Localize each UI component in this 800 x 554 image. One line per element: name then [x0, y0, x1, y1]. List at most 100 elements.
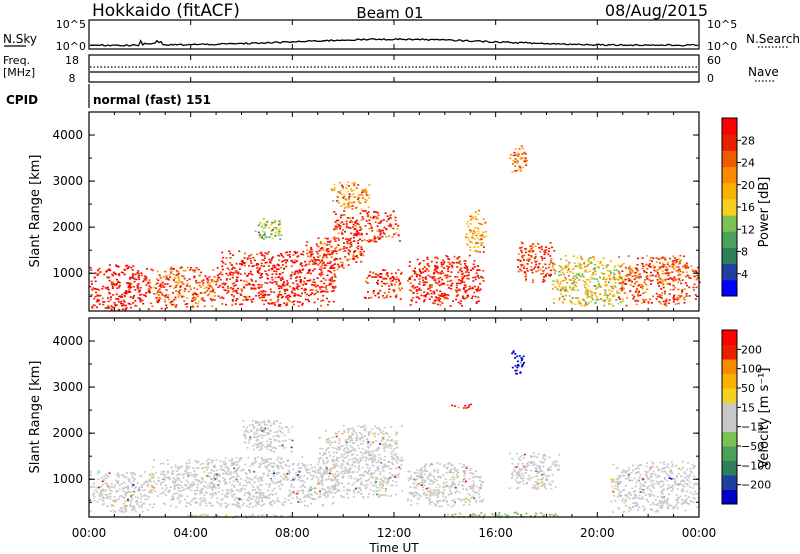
- velocity-data: [89, 350, 701, 519]
- time-tick-label: 16:00: [478, 526, 513, 540]
- velocity-colorbar-swatch: [722, 330, 737, 345]
- velocity-y-tick-label: 4000: [52, 334, 83, 348]
- power-y-tick-label: 1000: [52, 266, 83, 280]
- noise-sky-label: N.Sky: [3, 32, 37, 46]
- velocity-colorbar-swatch: [722, 475, 737, 490]
- velocity-colorbar-tick-label: 15: [741, 401, 755, 414]
- date-title: 08/Aug/2015: [605, 1, 708, 20]
- power-colorbar-swatch: [722, 263, 737, 281]
- velocity-y-tick-label: 1000: [52, 472, 83, 486]
- power-colorbar: 28 24 20 16 12 8 4: [721, 117, 755, 297]
- velocity-colorbar-tick-label: 200: [741, 343, 762, 356]
- beam-title: Beam 01: [356, 4, 423, 22]
- velocity-colorbar: 200 100 50 15 −15 −50 −100 −200: [721, 329, 771, 505]
- freq-tick-bottom: 8: [69, 72, 76, 85]
- velocity-y-axis: 1000 2000 3000 4000: [52, 334, 699, 503]
- velocity-region-7: [451, 403, 473, 409]
- freq-tick-top: 18: [65, 54, 79, 67]
- power-y-tick-label: 3000: [52, 174, 83, 188]
- velocity-colorbar-tick-label: 100: [741, 363, 762, 376]
- velocity-y-tick-label: 3000: [52, 380, 83, 394]
- power-colorbar-label: Power [dB]: [757, 177, 772, 248]
- noise-right-tick-top: 10^5: [707, 18, 737, 31]
- power-colorbar-tick-label: 8: [741, 246, 748, 259]
- cpid-value: normal (fast) 151: [93, 93, 211, 107]
- power-panel: 1000 2000 3000 4000 Slant Range [km]: [28, 111, 701, 312]
- power-y-tick-label: 2000: [52, 220, 83, 234]
- power-colorbar-swatch: [722, 182, 737, 200]
- noise-panel: N.Sky 10^5 10^0 10^5 10^0 N.Search: [3, 18, 800, 53]
- velocity-colorbar-swatch: [722, 344, 737, 360]
- time-axis-label: Time UT: [368, 541, 419, 554]
- velocity-colorbar-swatch: [722, 417, 737, 432]
- power-region-6: [363, 269, 403, 300]
- velocity-colorbar-swatch: [722, 359, 737, 374]
- velocity-region-0: [89, 470, 154, 513]
- power-colorbar-tick-label: 28: [741, 134, 755, 147]
- power-region-4: [333, 210, 401, 243]
- velocity-region-5: [508, 452, 561, 490]
- power-colorbar-swatch: [722, 215, 737, 232]
- power-colorbar-tick-label: 16: [741, 201, 755, 214]
- velocity-colorbar-swatch: [722, 388, 737, 403]
- nave-label: Nave: [748, 65, 779, 79]
- power-region-13: [254, 218, 283, 240]
- cpid-label: CPID: [6, 93, 38, 107]
- velocity-region-1: [148, 456, 340, 509]
- velocity-panel: 1000 2000 3000 4000 Slant Range [km]: [28, 317, 701, 519]
- velocity-ylabel: Slant Range [km]: [28, 361, 43, 474]
- time-tick-label: 00:00: [682, 526, 717, 540]
- noise-right-tick-bottom: 10^0: [707, 40, 737, 53]
- freq-panel: Freq. [MHz] 18 8 60 0 Nave: [3, 54, 779, 85]
- power-region-1: [147, 266, 218, 310]
- velocity-colorbar-swatch: [722, 446, 737, 461]
- power-colorbar-swatch: [722, 231, 737, 248]
- velocity-colorbar-swatch: [722, 373, 737, 389]
- power-y-axis: 1000 2000 3000 4000: [52, 128, 699, 297]
- velocity-region-10: [187, 513, 291, 519]
- station-title: Hokkaido (fitACF): [92, 1, 240, 21]
- time-tick-label: 12:00: [377, 526, 412, 540]
- power-region-2: [216, 250, 337, 307]
- freq-unit-label: [MHz]: [3, 66, 35, 79]
- power-colorbar-swatch: [722, 279, 737, 297]
- velocity-region-8: [610, 461, 701, 513]
- power-colorbar-tick-label: 20: [741, 179, 755, 192]
- power-colorbar-tick-label: 12: [741, 223, 755, 236]
- time-tick-label: 04:00: [173, 526, 208, 540]
- power-region-7: [407, 255, 485, 307]
- power-colorbar-swatch: [722, 118, 737, 135]
- velocity-region-4: [406, 462, 485, 508]
- power-ylabel: Slant Range [km]: [28, 155, 43, 268]
- time-tick-label: 08:00: [275, 526, 310, 540]
- time-axis: 00:00 04:00 08:00 12:00 16:00 20:00 00:00: [72, 20, 717, 540]
- power-region-12: [617, 254, 701, 307]
- velocity-region-6: [511, 350, 525, 375]
- power-colorbar-swatch: [722, 134, 737, 151]
- velocity-colorbar-label: Velocity [m s⁻¹]: [757, 368, 772, 469]
- time-tick-label: 20:00: [580, 526, 615, 540]
- velocity-region-3: [318, 424, 404, 499]
- velocity-colorbar-tick-label: −50: [741, 440, 764, 453]
- velocity-colorbar-swatch: [722, 460, 737, 476]
- power-region-10: [516, 241, 556, 284]
- velocity-colorbar-tick-label: 50: [741, 382, 755, 395]
- power-colorbar-tick-label: 4: [741, 268, 748, 281]
- power-region-11: [551, 254, 625, 307]
- noise-left-tick-top: 10^5: [56, 18, 86, 31]
- velocity-colorbar-swatch: [722, 489, 737, 505]
- velocity-colorbar-swatch: [722, 402, 737, 418]
- power-colorbar-swatch: [722, 247, 737, 265]
- freq-label: Freq.: [3, 54, 30, 67]
- power-colorbar-swatch: [722, 166, 737, 184]
- time-tick-label: 00:00: [72, 526, 107, 540]
- noise-sky-line: [90, 37, 699, 47]
- velocity-colorbar-tick-label: −100: [741, 459, 771, 472]
- power-data: [89, 145, 701, 312]
- power-colorbar-tick-label: 24: [741, 157, 755, 170]
- velocity-region-2: [242, 419, 294, 453]
- velocity-colorbar-tick-label: −15: [741, 421, 764, 434]
- velocity-colorbar-tick-label: −200: [741, 479, 771, 492]
- noise-search-label: N.Search: [746, 32, 800, 46]
